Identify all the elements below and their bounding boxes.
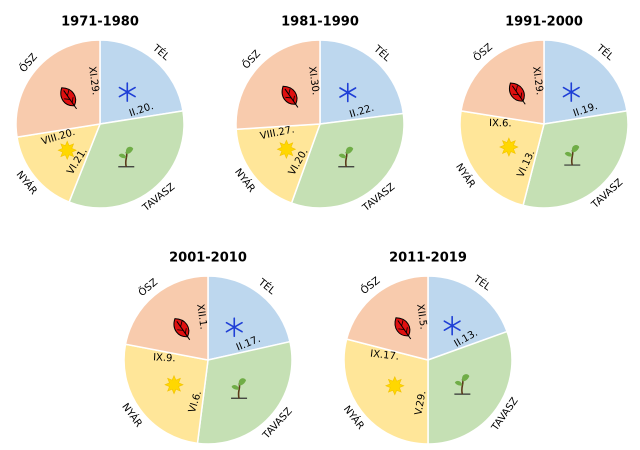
chart-title: 1981-1990 [281, 15, 359, 30]
sun-icon [499, 137, 519, 157]
leaf-icon [60, 87, 77, 110]
leaf-icon [509, 82, 526, 105]
season-pie-5: 2011-2019XII.5.II.13.V.29.IX.17.TÉLTAVAS… [341, 251, 521, 445]
spring-slice [290, 112, 405, 209]
sun-icon [385, 375, 405, 396]
sun-icon [164, 374, 184, 395]
sun-icon [57, 140, 77, 161]
season-pie-1: 1971-1980XI.29.II.20.VI.21.VIII.20.TÉLTA… [14, 15, 185, 214]
season-pie-4: 2001-2010XII.1.II.17.VI.6.IX.9.TÉLTAVASZ… [119, 251, 295, 445]
winter-start-date: XI.29. [86, 66, 101, 96]
chart-title: 2011-2019 [389, 251, 467, 266]
winter-start-date: XII.5. [414, 303, 428, 330]
winter-start-date: XI.29. [530, 66, 545, 96]
autumn-start-date: IX.9. [153, 352, 176, 364]
summer-slice [123, 343, 209, 445]
sprout-icon [118, 146, 135, 168]
snowflake-icon [562, 82, 580, 102]
sprout-icon [454, 374, 471, 395]
autumn-start-date: IX.17. [370, 349, 400, 363]
snowflake-icon [443, 315, 461, 336]
autumn-start-date: IX.6. [489, 118, 512, 129]
autumn-slice [15, 39, 101, 138]
chart-title: 1991-2000 [505, 15, 583, 30]
winter-start-date: XII.1. [194, 303, 208, 330]
summer-slice [16, 123, 102, 204]
winter-slice [543, 39, 628, 125]
autumn-slice [235, 39, 321, 131]
summer-slice [235, 123, 322, 204]
winter-slice [99, 39, 184, 125]
summer-slice [459, 110, 545, 207]
sun-icon [276, 139, 297, 159]
snowflake-icon [225, 317, 243, 338]
winter-slice [207, 275, 291, 361]
winter-slice [427, 275, 508, 362]
summer-slice [343, 338, 429, 445]
autumn-slice [345, 275, 429, 361]
chart-title: 2001-2010 [169, 251, 247, 266]
snowflake-icon [339, 82, 357, 103]
spring-slice [522, 110, 629, 209]
season-pie-2: 1981-1990XI.30.II.22.VI.20.VIII.27.TÉLTA… [232, 15, 405, 214]
sprout-icon [564, 145, 581, 166]
autumn-slice [124, 275, 209, 361]
winter-slice [319, 39, 405, 125]
leaf-icon [173, 318, 191, 341]
summer-start-date: V.29. [413, 390, 428, 416]
leaf-icon [281, 85, 299, 108]
sprout-icon [231, 378, 248, 399]
chart-title: 1971-1980 [61, 15, 139, 30]
sprout-icon [338, 146, 355, 168]
season-pie-3: 1991-2000XI.29.II.19.VI.13.IX.6.TÉLTAVAS… [453, 15, 629, 211]
spring-slice [427, 330, 513, 445]
snowflake-icon [118, 82, 136, 102]
spring-slice [196, 340, 293, 445]
leaf-icon [394, 317, 412, 340]
winter-start-date: XI.30. [306, 66, 321, 96]
autumn-slice [460, 39, 545, 125]
